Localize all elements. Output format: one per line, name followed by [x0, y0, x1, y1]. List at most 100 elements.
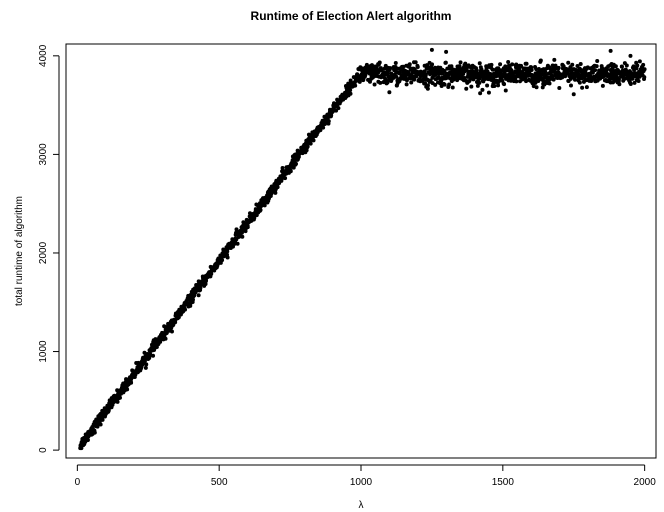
data-point [469, 84, 474, 89]
data-point [568, 83, 573, 88]
data-point [503, 88, 508, 93]
y-axis-label: total runtime of algorithm [14, 196, 25, 306]
plot-frame [65, 43, 657, 459]
data-point [517, 67, 522, 72]
data-point [378, 80, 383, 85]
data-point [484, 66, 489, 71]
data-point [619, 64, 624, 69]
data-point [288, 169, 293, 174]
data-point [498, 62, 503, 67]
data-point [280, 166, 285, 170]
data-point [463, 61, 468, 66]
data-point [388, 66, 393, 71]
data-point [117, 395, 122, 400]
data-point [436, 75, 441, 80]
data-point [616, 77, 621, 82]
data-point [571, 92, 576, 97]
data-point [480, 87, 485, 92]
data-point [577, 80, 582, 85]
data-point [79, 446, 84, 451]
y-axis: 0 1000 2000 3000 4000 [38, 44, 60, 453]
data-point [457, 64, 462, 69]
data-point [311, 138, 316, 143]
data-point [550, 63, 555, 68]
data-point [464, 86, 469, 91]
data-point [509, 68, 514, 73]
data-point [637, 59, 642, 64]
data-point [318, 128, 323, 133]
data-point [129, 380, 134, 385]
data-point [422, 69, 427, 74]
x-tick-label: 1500 [492, 477, 515, 488]
data-point [630, 76, 635, 81]
data-point [308, 141, 313, 146]
data-point [163, 336, 168, 341]
y-tick-label: 1000 [38, 340, 49, 363]
data-point [393, 61, 398, 66]
data-point [190, 297, 195, 302]
data-point [235, 241, 240, 246]
data-point [413, 60, 418, 65]
data-point [632, 80, 637, 85]
data-point [642, 75, 647, 80]
data-point [492, 84, 497, 89]
data-point [486, 90, 491, 95]
data-point [115, 399, 120, 404]
y-tick-label: 0 [38, 447, 49, 453]
data-points [78, 47, 647, 451]
data-point [502, 82, 507, 87]
data-point [92, 430, 97, 435]
data-point [475, 83, 480, 88]
data-point [523, 76, 528, 81]
data-point [415, 65, 420, 70]
data-point [449, 64, 454, 69]
data-point [326, 119, 331, 124]
data-point [450, 85, 455, 90]
data-point [642, 67, 647, 72]
data-point [357, 79, 362, 84]
y-tick-label: 4000 [38, 44, 49, 67]
data-point [258, 208, 263, 213]
x-tick-label: 500 [211, 477, 228, 488]
x-axis-label: λ [359, 500, 364, 511]
data-point [220, 258, 225, 263]
data-point [593, 68, 598, 73]
data-point [262, 203, 267, 208]
data-point [412, 77, 417, 82]
data-point [631, 64, 636, 69]
data-point [240, 234, 245, 239]
data-point [514, 62, 519, 67]
data-point [477, 80, 482, 85]
data-point [573, 77, 577, 82]
data-point [529, 68, 534, 73]
data-point [490, 67, 495, 72]
y-tick-label: 2000 [38, 241, 49, 264]
data-point [514, 79, 519, 84]
data-point [489, 62, 494, 67]
data-point [404, 82, 409, 87]
data-point [95, 424, 100, 429]
data-point [183, 307, 188, 312]
data-point [551, 77, 556, 82]
data-point [433, 82, 438, 87]
data-point [243, 229, 248, 234]
data-point [196, 293, 201, 298]
data-point [425, 83, 430, 88]
data-point [519, 63, 524, 68]
data-point [613, 64, 618, 69]
data-point [348, 88, 353, 93]
x-tick-label: 0 [75, 477, 81, 488]
data-point [608, 48, 613, 53]
data-point [334, 108, 339, 113]
data-point [602, 74, 607, 79]
data-point [442, 68, 447, 73]
x-tick-label: 2000 [634, 477, 657, 488]
data-point [293, 161, 298, 166]
x-axis: 0 500 1000 1500 2000 [75, 464, 657, 488]
data-point [394, 74, 399, 79]
data-point [617, 82, 622, 87]
data-point [336, 106, 341, 111]
data-point [538, 58, 543, 63]
data-point [98, 422, 103, 427]
